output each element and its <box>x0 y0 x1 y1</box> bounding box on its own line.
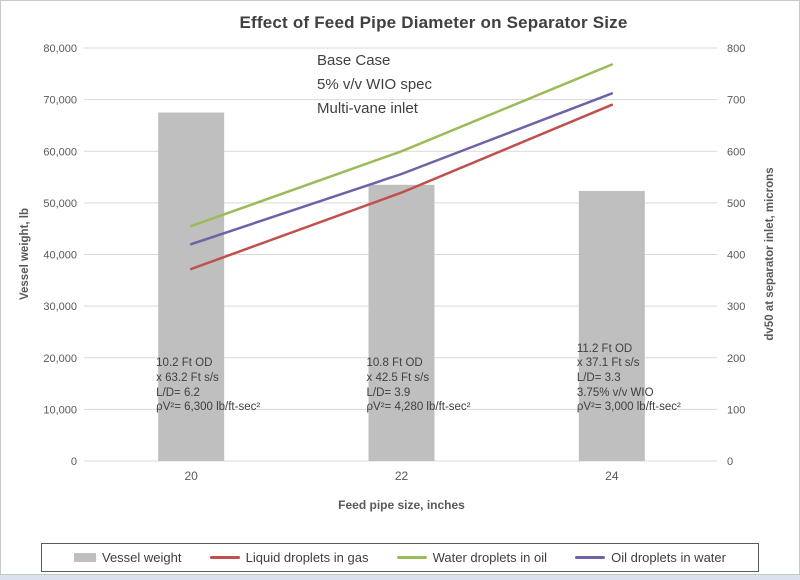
bar-annotation-line: ρV²= 6,300 lb/ft-sec² <box>156 401 261 414</box>
y-tick-label-right: 800 <box>727 43 745 55</box>
bar-annotation-line: ρV²= 3,000 lb/ft-sec² <box>576 401 681 414</box>
y-tick-label-right: 300 <box>727 301 745 313</box>
y-axis-title-left: Vessel weight, lb <box>19 207 31 301</box>
bar-annotation-line: x 63.2 Ft s/s <box>156 371 219 384</box>
base-case-note-line: Multi-vane inlet <box>317 100 418 117</box>
window-bottom-edge <box>0 575 800 580</box>
vessel-weight-bar <box>578 191 645 461</box>
chart-title: Effect of Feed Pipe Diameter on Separato… <box>239 13 628 32</box>
y-tick-label-right: 100 <box>727 404 745 416</box>
legend-line-swatch <box>209 556 240 559</box>
legend-item: Liquid droplets in gas <box>209 550 369 565</box>
legend-item-label: Vessel weight <box>102 550 182 565</box>
bar-annotation: 11.2 Ft OD x 37.1 Ft s/s L/D= 3.3 3.75% v/v… <box>577 342 681 416</box>
legend-bar-swatch <box>74 553 96 562</box>
base-case-note-line: Base Case <box>317 52 391 69</box>
legend-item-label: Liquid droplets in gas <box>245 550 369 565</box>
y-tick-label-right: 500 <box>727 198 745 210</box>
y-tick-label-right: 400 <box>727 250 745 262</box>
vessel-weight-bar <box>158 112 225 461</box>
bar-annotation-line: x 42.5 Ft s/s <box>366 371 430 384</box>
base-case-note-line: 5% v/v WIO spec <box>317 76 433 93</box>
y-tick-label-right: 0 <box>727 456 733 468</box>
series-line <box>189 92 614 246</box>
legend-item: Water droplets in oil <box>396 550 547 565</box>
x-tick-label: 22 <box>395 469 409 483</box>
vessel-weight-bar <box>368 184 435 461</box>
bar-annotation-line: 3.75% v/v WIO <box>576 386 654 399</box>
bar-annotation-line: L/D= 3.3 <box>576 371 621 384</box>
series-line <box>189 63 614 228</box>
y-tick-label-left: 60,000 <box>43 146 77 158</box>
y-tick-label-left: 80,000 <box>43 43 77 55</box>
legend-line-swatch <box>396 556 427 559</box>
legend-item-label: Oil droplets in water <box>611 550 726 565</box>
x-tick-label: 24 <box>605 469 619 483</box>
y-tick-label-left: 0 <box>71 456 77 468</box>
bar-annotation-line: 10.8 Ft OD <box>366 357 423 370</box>
legend: Vessel weight Liquid droplets in gas Water… <box>41 543 759 572</box>
bar-annotation-line: 10.2 Ft OD <box>156 357 213 370</box>
legend-line-swatch <box>575 556 606 559</box>
bar-annotation: 10.2 Ft OD x 63.2 Ft s/s L/D= 6.2 ρV²= 6,30… <box>156 356 260 415</box>
x-tick-label: 20 <box>184 469 198 483</box>
bar-annotation: 10.8 Ft OD x 42.5 Ft s/s L/D= 3.9 ρV²= 4,28… <box>367 356 471 415</box>
bar-annotation-line: L/D= 3.9 <box>366 386 411 399</box>
y-tick-label-left: 40,000 <box>43 250 77 262</box>
base-case-note: Base Case 5% v/v WIO spec Multi-vane inlet <box>317 49 432 121</box>
legend-item-label: Water droplets in oil <box>432 550 547 565</box>
y-tick-label-right: 200 <box>727 353 745 365</box>
y-tick-label-left: 20,000 <box>43 353 77 365</box>
bar-annotation-line: 11.2 Ft OD <box>576 342 633 355</box>
x-axis-title: Feed pipe size, inches <box>338 498 465 512</box>
y-tick-label-right: 600 <box>727 146 745 158</box>
legend-item: Vessel weight <box>74 550 182 565</box>
bar-annotation-line: x 37.1 Ft s/s <box>576 357 640 370</box>
y-tick-label-left: 30,000 <box>43 301 77 313</box>
series-line <box>189 103 614 271</box>
y-tick-label-left: 70,000 <box>43 95 77 107</box>
y-tick-label-left: 50,000 <box>43 198 77 210</box>
y-tick-label-left: 10,000 <box>43 404 77 416</box>
bar-annotation-line: L/D= 6.2 <box>156 386 200 399</box>
y-axis-title-right: dv50 at separator inlet, microns <box>764 167 776 341</box>
y-tick-label-right: 700 <box>727 95 745 107</box>
bar-annotation-line: ρV²= 4,280 lb/ft-sec² <box>366 401 471 414</box>
legend-item: Oil droplets in water <box>575 550 726 565</box>
